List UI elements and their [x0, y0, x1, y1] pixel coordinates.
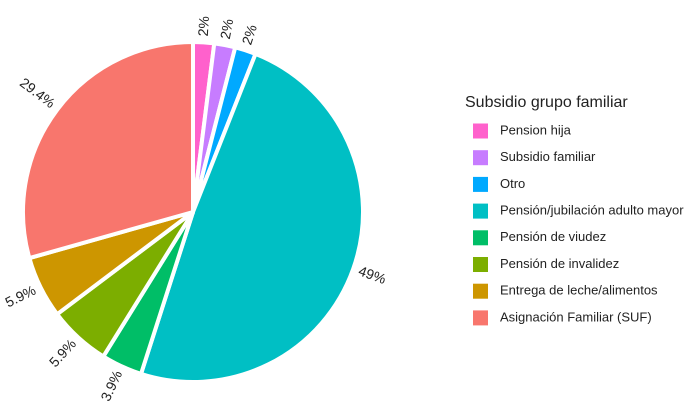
legend-key — [473, 257, 488, 272]
slice-label: 5.9% — [46, 336, 79, 370]
legend-key — [473, 230, 488, 246]
slice-label: 3.9% — [97, 368, 125, 404]
legend-label: Subsidio familiar — [500, 149, 596, 164]
legend-label: Entrega de leche/alimentos — [500, 283, 658, 298]
legend-label: Pensión/jubilación adulto mayor — [500, 203, 684, 218]
legend-label: Otro — [500, 176, 525, 191]
legend-label: Asignación Familiar (SUF) — [500, 309, 652, 324]
legend-title: Subsidio grupo familiar — [465, 94, 628, 111]
slice-label: 2% — [195, 16, 212, 37]
slice-label: 2% — [217, 17, 237, 40]
legend-key — [473, 310, 488, 326]
slice-label: 29.4% — [17, 74, 58, 111]
legend-key — [473, 123, 488, 139]
slice-label: 49% — [356, 263, 388, 288]
legend-key — [473, 203, 488, 219]
pie-slice — [138, 51, 365, 384]
legend-label: Pensión de viudez — [500, 229, 606, 244]
legend-label: Pension hija — [500, 122, 572, 137]
slice-label: 2% — [238, 22, 259, 46]
legend-key — [473, 150, 488, 166]
pie-slice — [21, 39, 195, 261]
legend-key — [473, 176, 488, 192]
legend-key — [473, 283, 488, 299]
slice-label: 5.9% — [3, 282, 39, 311]
legend-label: Pensión de invalidez — [500, 256, 619, 271]
